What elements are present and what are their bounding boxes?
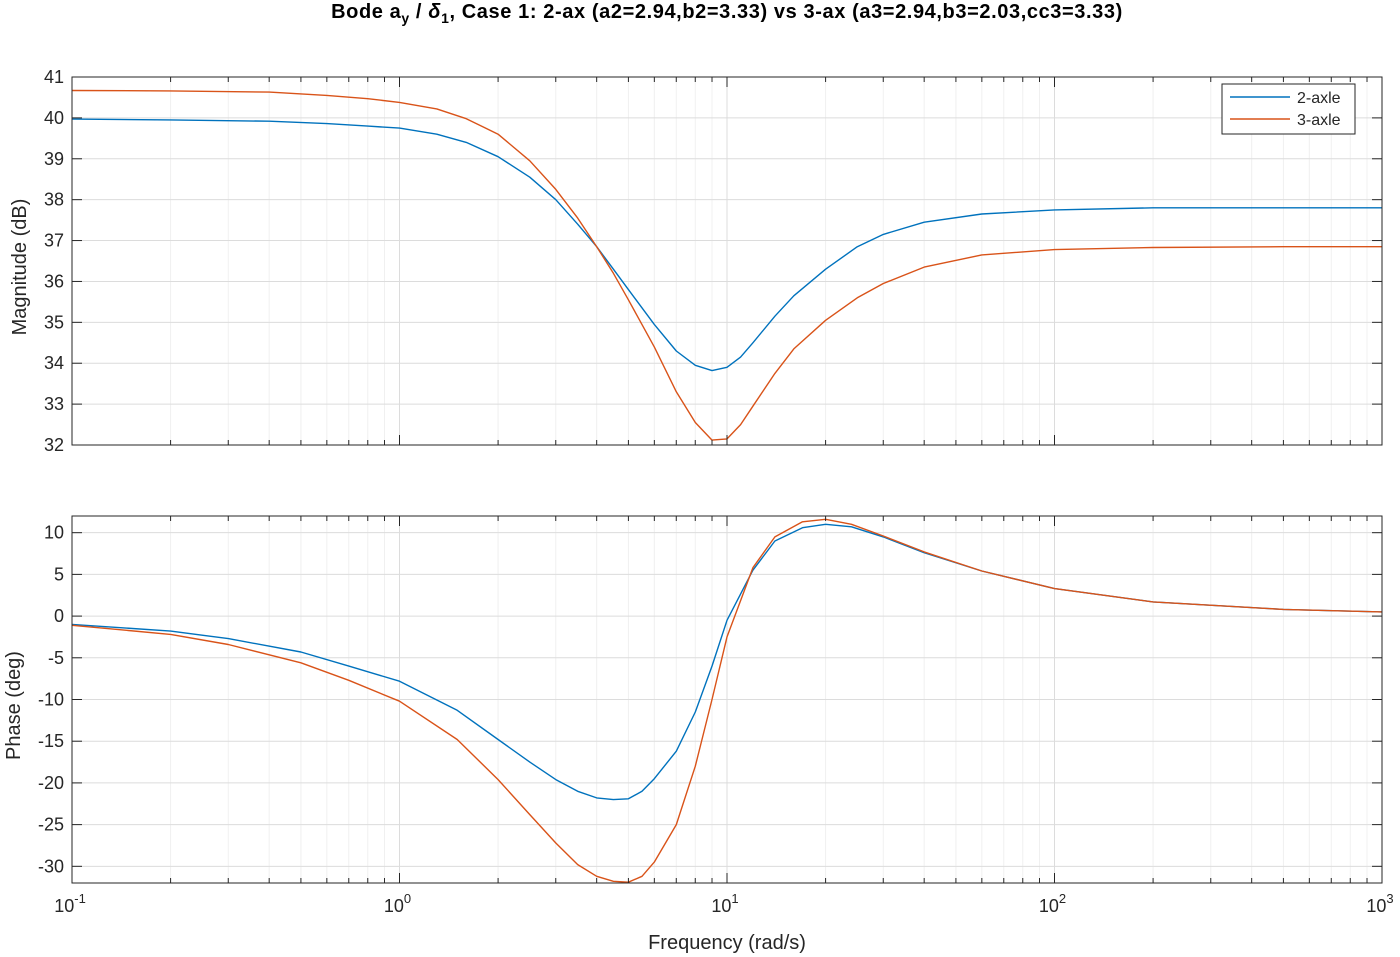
- x-tick-label: 101: [711, 891, 738, 916]
- series-line-2-axle: [71, 523, 1383, 801]
- legend-label-2-axle: 2-axle: [1297, 90, 1341, 107]
- y-tick-label: 34: [44, 353, 64, 373]
- y-tick-label: -30: [38, 856, 64, 876]
- x-tick-base: 10: [711, 896, 731, 916]
- y-axis-label: Magnitude (dB): [9, 199, 31, 336]
- x-tick-exponent: 1: [731, 891, 738, 906]
- y-tick-label: 10: [44, 523, 64, 543]
- legend: 2-axle 3-axle: [1221, 83, 1356, 135]
- x-axis-label: Frequency (rad/s): [648, 932, 806, 954]
- x-tick-label: 103: [1366, 891, 1393, 916]
- y-tick-label: -25: [38, 815, 64, 835]
- figure-title: Bode ay / δ1, Case 1: 2-ax (a2=2.94,b2=3…: [331, 1, 1123, 26]
- y-tick-label: 40: [44, 108, 64, 128]
- y-tick-label: 41: [44, 67, 64, 87]
- series-line-3-axle: [71, 518, 1383, 883]
- x-tick-exponent: 2: [1059, 891, 1066, 906]
- y-tick-label: -15: [38, 731, 64, 751]
- y-tick-label: -5: [48, 648, 64, 668]
- title-part-a: Bode a: [331, 1, 402, 23]
- y-tick-label: 5: [54, 564, 64, 584]
- x-tick-exponent: -1: [74, 891, 86, 906]
- legend-box: [1221, 83, 1356, 135]
- x-tick-label: 102: [1039, 891, 1066, 916]
- title-rest: , Case 1: 2-ax (a2=2.94,b2=3.33) vs 3-ax…: [449, 1, 1122, 23]
- y-tick-label: 37: [44, 231, 64, 251]
- x-tick-label: 100: [384, 891, 411, 916]
- x-tick-label: 10-1: [54, 891, 86, 916]
- title-subscript-1: 1: [441, 10, 449, 26]
- y-tick-label: 36: [44, 271, 64, 291]
- y-tick-label: 0: [54, 606, 64, 626]
- y-axis-label: Phase (deg): [3, 651, 25, 760]
- x-tick-base: 10: [54, 896, 74, 916]
- phase-panel: 10-1 100 101 102 103-30-25-20-15-10-50510Pha…: [3, 515, 1394, 916]
- x-tick-exponent: 0: [404, 891, 411, 906]
- magnitude-panel: 32 33 34 35 36 37 38 39 40 41 Magnitude (dB) 2-axle…: [9, 67, 1383, 455]
- title-delta: δ: [428, 1, 441, 23]
- x-tick-base: 10: [1366, 896, 1386, 916]
- y-tick-label: -10: [38, 690, 64, 710]
- title-slash: /: [410, 1, 428, 23]
- series-line-2-axle: [71, 118, 1382, 372]
- y-tick-label: 35: [44, 312, 64, 332]
- y-tick-label: 38: [44, 190, 64, 210]
- x-tick-exponent: 3: [1386, 891, 1393, 906]
- legend-label-3-axle: 3-axle: [1297, 112, 1341, 129]
- series-line-3-axle: [71, 89, 1382, 441]
- y-tick-label: 39: [44, 149, 64, 169]
- x-tick-base: 10: [384, 896, 404, 916]
- y-tick-label: -20: [38, 773, 64, 793]
- y-tick-label: 32: [44, 435, 64, 455]
- title-subscript-y: y: [401, 10, 409, 26]
- x-tick-base: 10: [1039, 896, 1059, 916]
- y-tick-label: 33: [44, 394, 64, 414]
